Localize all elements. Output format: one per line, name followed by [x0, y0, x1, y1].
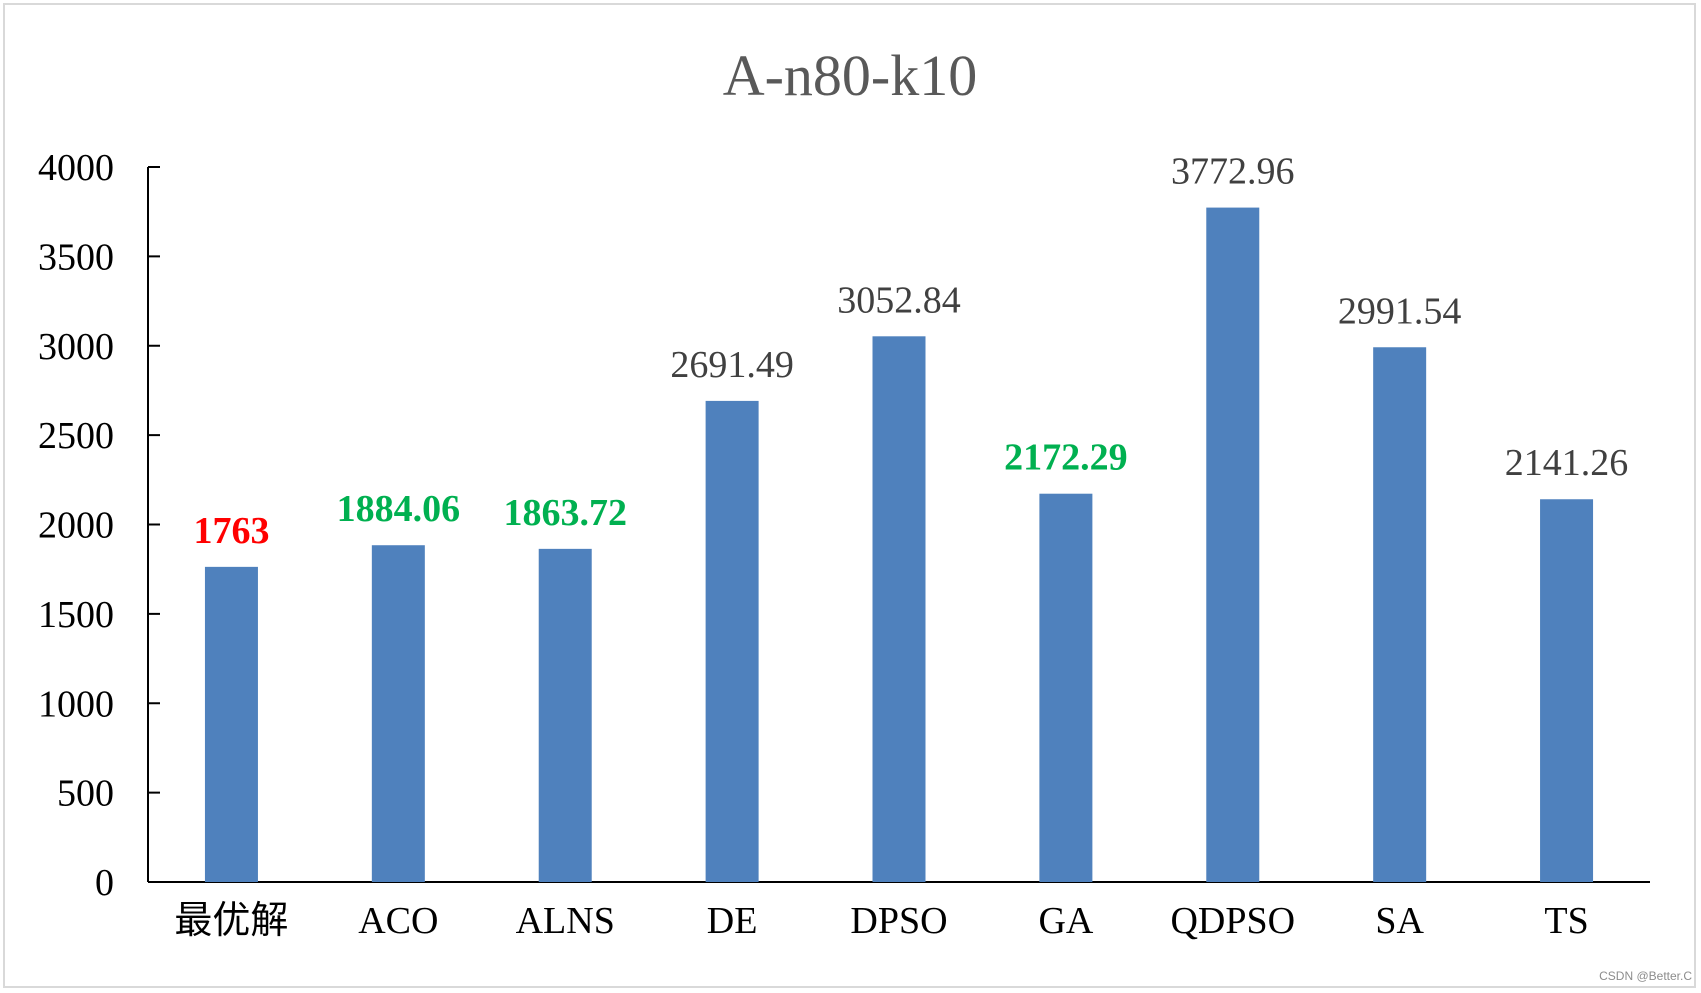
y-tick-label: 2500: [38, 415, 114, 457]
data-label: 3052.84: [837, 279, 961, 321]
x-tick-label: ALNS: [516, 900, 615, 942]
data-labels: 1763 1884.06 1863.72 2691.49 3052.84 2172.29 3…: [193, 151, 1628, 552]
x-tick-label: GA: [1038, 900, 1093, 942]
data-label: 2691.49: [670, 344, 794, 386]
x-tick-label: DE: [707, 900, 758, 942]
x-tick-label: 最优解: [174, 900, 288, 942]
bar: [872, 336, 926, 883]
y-tick-label: 0: [95, 862, 114, 904]
bar: [1373, 347, 1427, 883]
data-label: 2172.29: [1004, 437, 1128, 479]
y-axis: 0 500 1000 1500 2000 2500 3000 3500 4000: [38, 147, 160, 904]
y-tick-label: 500: [57, 773, 114, 815]
x-tick-label: QDPSO: [1170, 900, 1295, 942]
bar: [371, 545, 425, 882]
data-label: 1763: [193, 510, 269, 552]
x-tick-label: DPSO: [850, 900, 947, 942]
x-tick-label: SA: [1375, 900, 1424, 942]
y-tick-label: 3500: [38, 236, 114, 278]
bar: [538, 548, 592, 882]
bar: [705, 400, 759, 882]
data-label: 1884.06: [337, 488, 461, 530]
y-tick-label: 1000: [38, 683, 114, 725]
bar: [1540, 499, 1594, 882]
chart-title: A-n80-k10: [723, 43, 978, 108]
y-tick-label: 1500: [38, 594, 114, 636]
data-label: 2991.54: [1338, 290, 1462, 332]
x-tick-label: ACO: [358, 900, 438, 942]
y-tick-label: 3000: [38, 326, 114, 368]
bar: [204, 566, 258, 882]
y-tick-label: 4000: [38, 147, 114, 189]
watermark: CSDN @Better.C: [1599, 969, 1692, 983]
bars: [204, 207, 1594, 883]
data-label: 3772.96: [1171, 151, 1295, 193]
bar: [1039, 493, 1093, 882]
data-label: 2141.26: [1505, 442, 1629, 484]
bar: [1206, 207, 1260, 883]
x-tick-label: TS: [1544, 900, 1588, 942]
x-axis: 最优解 ACO ALNS DE DPSO GA QDPSO SA TS: [148, 881, 1650, 942]
data-label: 1863.72: [503, 492, 627, 534]
y-tick-label: 2000: [38, 505, 114, 547]
